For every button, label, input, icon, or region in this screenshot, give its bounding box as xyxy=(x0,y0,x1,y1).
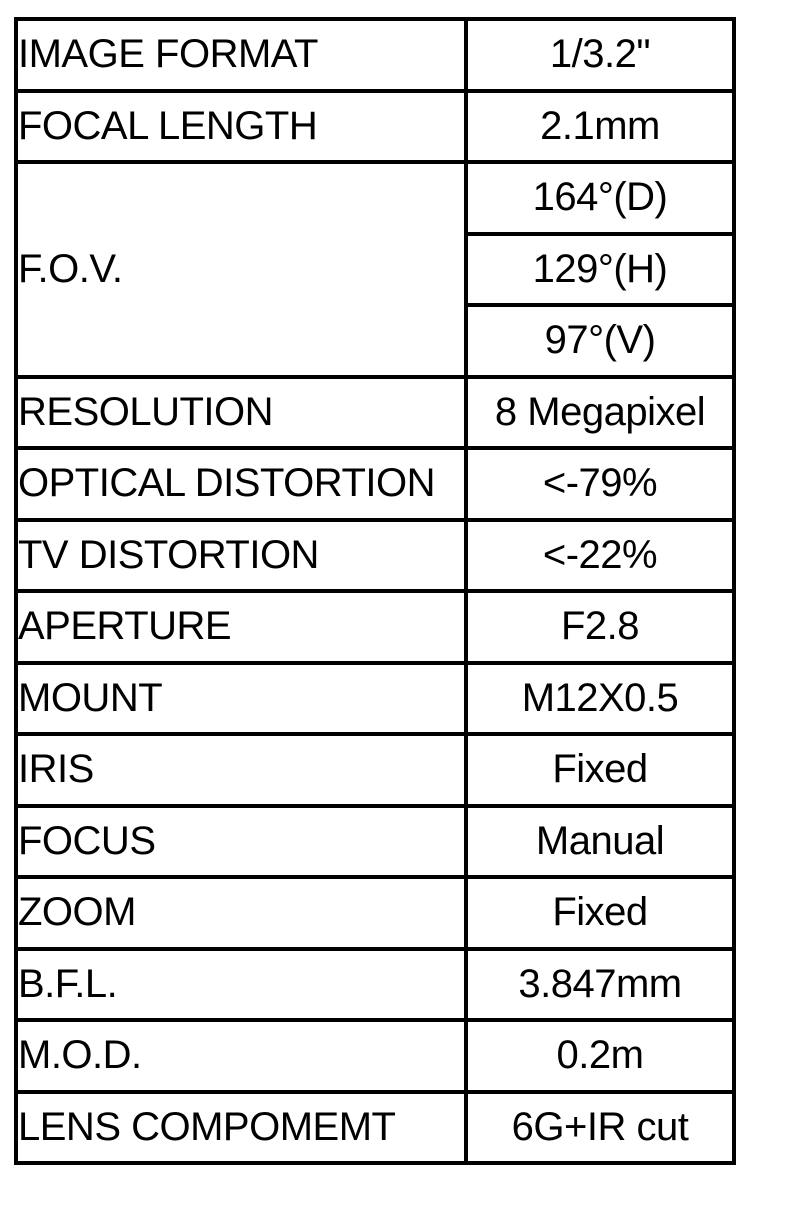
spec-label-focal-length: FOCAL LENGTH xyxy=(14,88,468,164)
table-row-lens-component: LENS COMPOMEMT 6G+IR cut xyxy=(14,1089,736,1165)
spec-label-image-format: IMAGE FORMAT xyxy=(14,17,468,93)
spec-label-iris: IRIS xyxy=(14,732,468,808)
table-row-image-format: IMAGE FORMAT 1/3.2" xyxy=(14,17,736,93)
spec-value-image-format: 1/3.2" xyxy=(464,17,736,93)
table-row-fov-horizontal: 129°(H) xyxy=(16,231,736,307)
spec-value-fov-horizontal: 129°(H) xyxy=(464,231,736,307)
table-row-aperture: APERTURE F2.8 xyxy=(14,589,736,665)
spec-value-resolution: 8 Megapixel xyxy=(464,374,736,450)
table-row-mount: MOUNT M12X0.5 xyxy=(14,660,736,736)
table-row-optical-distortion: OPTICAL DISTORTION <-79% xyxy=(14,446,736,522)
spec-label-optical-distortion: OPTICAL DISTORTION xyxy=(14,446,468,522)
spec-label-tv-distortion: TV DISTORTION xyxy=(14,517,468,593)
spec-value-optical-distortion: <-79% xyxy=(464,446,736,522)
table-row-mod: M.O.D. 0.2m xyxy=(14,1018,736,1094)
spec-value-fov-diagonal: 164°(D) xyxy=(464,160,736,236)
spec-label-fov: F.O.V. xyxy=(14,160,468,379)
spec-label-mount: MOUNT xyxy=(14,660,468,736)
spec-value-tv-distortion: <-22% xyxy=(464,517,736,593)
spec-label-bfl: B.F.L. xyxy=(14,946,468,1022)
spec-label-zoom: ZOOM xyxy=(14,875,468,951)
spec-value-focus: Manual xyxy=(464,803,736,879)
lens-spec-table: IMAGE FORMAT 1/3.2" FOCAL LENGTH 2.1mm F… xyxy=(14,17,736,1165)
table-row-focus: FOCUS Manual xyxy=(14,803,736,879)
spec-value-mount: M12X0.5 xyxy=(464,660,736,736)
table-row-resolution: RESOLUTION 8 Megapixel xyxy=(14,374,736,450)
spec-label-lens-component: LENS COMPOMEMT xyxy=(14,1089,468,1165)
spec-label-focus: FOCUS xyxy=(14,803,468,879)
spec-value-zoom: Fixed xyxy=(464,875,736,951)
table-row-fov-vertical: 97°(V) xyxy=(16,303,736,379)
table-row-zoom: ZOOM Fixed xyxy=(14,875,736,951)
spec-value-aperture: F2.8 xyxy=(464,589,736,665)
table-row-focal-length: FOCAL LENGTH 2.1mm xyxy=(14,88,736,164)
spec-value-lens-component: 6G+IR cut xyxy=(464,1089,736,1165)
table-row-fov-diagonal: F.O.V. 164°(D) xyxy=(14,160,736,379)
table-row-bfl: B.F.L. 3.847mm xyxy=(14,946,736,1022)
spec-label-mod: M.O.D. xyxy=(14,1018,468,1094)
spec-label-resolution: RESOLUTION xyxy=(14,374,468,450)
spec-value-focal-length: 2.1mm xyxy=(464,88,736,164)
spec-value-fov-vertical: 97°(V) xyxy=(464,303,736,379)
spec-value-iris: Fixed xyxy=(464,732,736,808)
spec-value-mod: 0.2m xyxy=(464,1018,736,1094)
spec-value-bfl: 3.847mm xyxy=(464,946,736,1022)
table-row-tv-distortion: TV DISTORTION <-22% xyxy=(14,517,736,593)
spec-label-aperture: APERTURE xyxy=(14,589,468,665)
table-row-iris: IRIS Fixed xyxy=(14,732,736,808)
